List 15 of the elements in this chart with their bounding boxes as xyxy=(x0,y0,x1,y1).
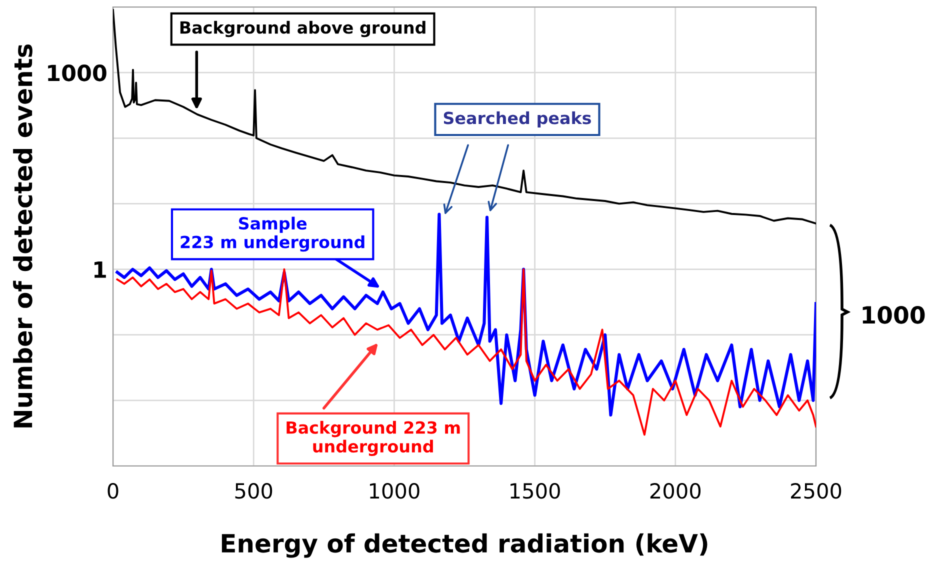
x-tick-label: 0 xyxy=(108,483,118,499)
annotation: Background 223 m underground xyxy=(286,420,460,456)
annotation: Sample 223 m underground xyxy=(180,216,364,252)
x-tick-label: 2500 xyxy=(791,483,842,499)
x-tick-label: 500 xyxy=(235,483,272,499)
x-tick-label: 1500 xyxy=(510,483,560,499)
x-tick-label: 2000 xyxy=(650,483,701,499)
y-tick-label: 1 xyxy=(94,262,106,278)
text: 1000 xyxy=(862,306,925,324)
line-series xyxy=(116,268,816,436)
annotation: Searched peaks xyxy=(444,111,591,128)
y-axis-title: Number of detected events xyxy=(13,44,32,428)
x-tick-label: 1000 xyxy=(370,483,420,499)
annotation: Background above ground xyxy=(180,20,426,38)
x-axis-title: Energy of detected radiation (keV) xyxy=(222,533,708,558)
